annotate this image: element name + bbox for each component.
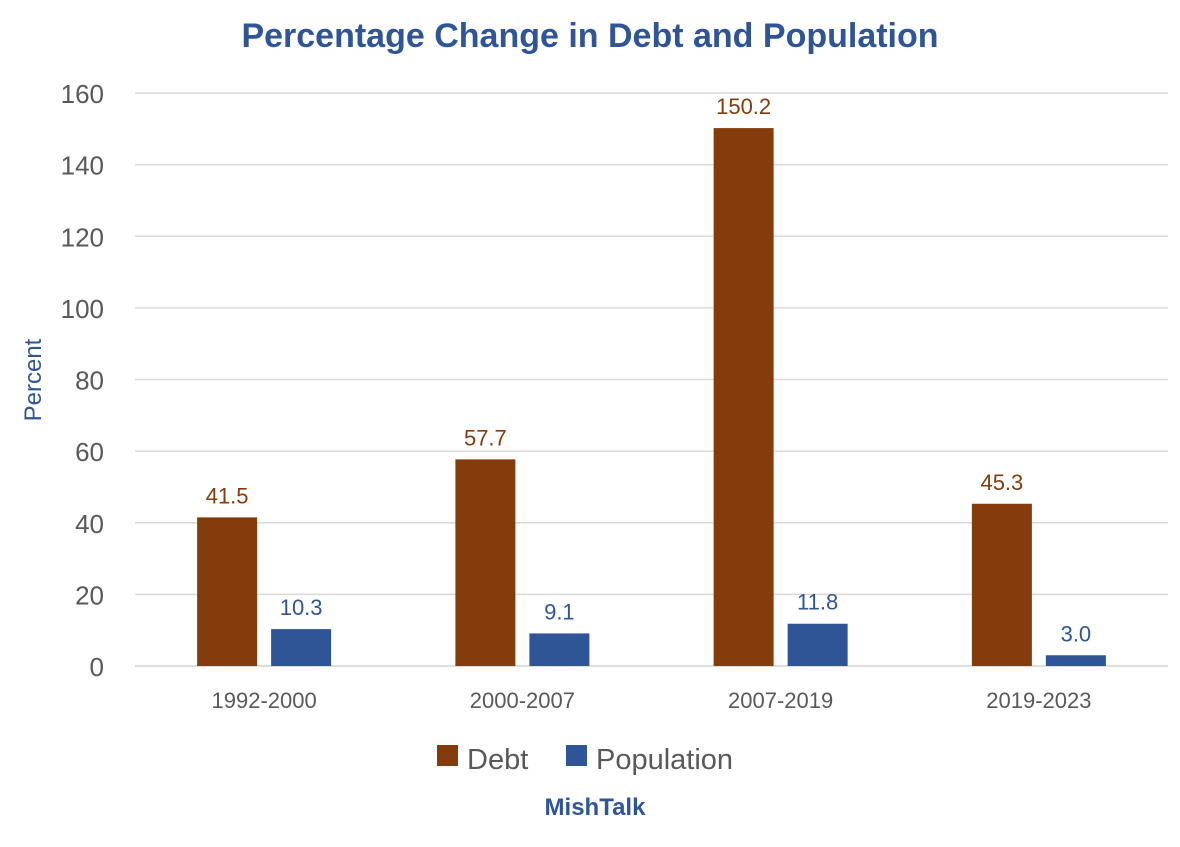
y-axis-ticks: 0 20 40 60 80 100 120 140 160 xyxy=(61,79,104,682)
data-label-population: 3.0 xyxy=(1061,621,1092,646)
bar-population-2019-2023 xyxy=(1045,655,1106,666)
y-tick-label: 40 xyxy=(75,509,104,539)
data-label-population: 11.8 xyxy=(797,590,838,615)
y-tick-label: 120 xyxy=(61,222,104,252)
bar-population-2000-2007 xyxy=(529,633,590,666)
bar-debt-2019-2023 xyxy=(971,503,1032,666)
bars xyxy=(197,128,1106,666)
data-label-population: 9.1 xyxy=(544,599,575,624)
legend-swatch-debt xyxy=(437,745,458,766)
y-axis-label: Percent xyxy=(20,338,47,421)
x-tick-label: 1992-2000 xyxy=(212,688,317,713)
bar-population-2007-2019 xyxy=(787,623,848,666)
data-labels: 41.5 10.3 57.7 9.1 150.2 11.8 45.3 3.0 xyxy=(206,94,1091,646)
data-label-debt: 45.3 xyxy=(980,470,1023,495)
source-credit: MishTalk xyxy=(545,794,647,821)
y-tick-label: 100 xyxy=(61,294,104,324)
y-tick-label: 20 xyxy=(75,580,104,610)
y-tick-label: 160 xyxy=(61,79,104,109)
x-tick-label: 2000-2007 xyxy=(470,688,575,713)
data-label-debt: 57.7 xyxy=(464,425,507,450)
y-tick-label: 80 xyxy=(75,366,104,396)
bar-population-1992-2000 xyxy=(271,629,332,666)
data-label-population: 10.3 xyxy=(280,595,323,620)
x-tick-label: 2019-2023 xyxy=(986,688,1091,713)
x-tick-label: 2007-2019 xyxy=(728,688,833,713)
bar-debt-2007-2019 xyxy=(713,128,774,666)
chart-title: Percentage Change in Debt and Population xyxy=(241,17,938,55)
legend: Debt Population xyxy=(437,744,733,776)
data-label-debt: 150.2 xyxy=(716,94,771,119)
legend-label-debt: Debt xyxy=(467,744,528,776)
y-tick-label: 0 xyxy=(90,652,104,682)
y-tick-label: 60 xyxy=(75,437,104,467)
bar-debt-2000-2007 xyxy=(455,459,516,666)
x-axis-ticks: 1992-2000 2000-2007 2007-2019 2019-2023 xyxy=(212,688,1092,713)
data-label-debt: 41.5 xyxy=(206,483,249,508)
bar-debt-1992-2000 xyxy=(197,517,258,666)
legend-swatch-population xyxy=(566,745,587,766)
legend-label-population: Population xyxy=(596,744,733,776)
y-tick-label: 140 xyxy=(61,151,104,181)
